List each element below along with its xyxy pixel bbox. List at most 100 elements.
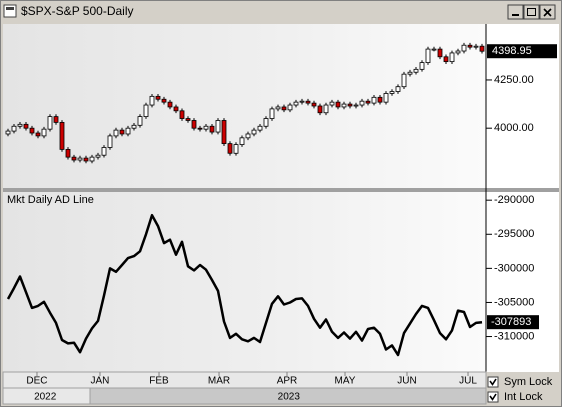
candle-body bbox=[383, 93, 389, 103]
x-tick-label: DEC bbox=[26, 376, 47, 387]
candle-body bbox=[35, 132, 41, 137]
x-tick-label: FEB bbox=[149, 376, 169, 387]
candle-body bbox=[191, 120, 197, 129]
candle-body bbox=[287, 104, 293, 111]
candle-body bbox=[77, 157, 83, 161]
candle-body bbox=[89, 156, 95, 162]
candle-body bbox=[299, 100, 305, 103]
candle-body bbox=[101, 147, 107, 156]
candle-body bbox=[467, 44, 473, 48]
x-tick-label: MAR bbox=[208, 376, 230, 387]
candle-body bbox=[395, 86, 401, 92]
candle-body bbox=[155, 95, 161, 100]
window-title: $SPX-S&P 500-Daily bbox=[21, 4, 134, 18]
candle-body bbox=[29, 127, 35, 134]
candle-body bbox=[5, 130, 11, 135]
candle-body bbox=[83, 157, 89, 162]
candle-body bbox=[377, 96, 383, 103]
window-buttons[interactable] bbox=[507, 4, 556, 20]
candle-body bbox=[11, 125, 17, 132]
candle-body bbox=[275, 106, 281, 110]
candle-body bbox=[425, 48, 431, 63]
x-tick-label: APR bbox=[277, 376, 298, 387]
candle-body bbox=[209, 125, 215, 133]
candle-body bbox=[161, 98, 167, 103]
y-tick-label: -300000 bbox=[494, 262, 534, 274]
window-icon-bar bbox=[6, 7, 14, 10]
y-tick-label: -310000 bbox=[494, 330, 534, 342]
candle-body bbox=[119, 129, 125, 135]
ad-axis bbox=[486, 192, 559, 372]
candle-body bbox=[443, 56, 449, 63]
candle-body bbox=[269, 108, 275, 119]
year-cell bbox=[89, 387, 487, 405]
candle-body bbox=[353, 104, 359, 107]
checkbox[interactable] bbox=[487, 391, 499, 403]
candle-body bbox=[365, 100, 371, 104]
candle-body bbox=[359, 100, 365, 106]
candle-body bbox=[59, 122, 65, 150]
y-tick-label: 4000.00 bbox=[494, 122, 534, 134]
candle-body bbox=[95, 154, 101, 158]
candle-body bbox=[461, 44, 467, 52]
ad-line bbox=[6, 213, 483, 357]
candle-body bbox=[131, 124, 137, 129]
checkbox-label[interactable]: Int Lock bbox=[504, 391, 543, 403]
candle-body bbox=[221, 120, 227, 145]
minimize-button[interactable] bbox=[507, 4, 524, 20]
last-value-box bbox=[487, 44, 557, 59]
candle-body bbox=[449, 52, 455, 63]
candle-body bbox=[53, 116, 59, 123]
candle-body bbox=[479, 45, 485, 52]
last-value-label: -307893 bbox=[491, 316, 531, 328]
panel-title: Mkt Daily AD Line bbox=[7, 194, 94, 206]
candle-body bbox=[107, 135, 113, 148]
candle-body bbox=[245, 133, 251, 139]
candle-body bbox=[215, 120, 221, 133]
candle-body bbox=[239, 137, 245, 145]
checkmark bbox=[489, 378, 497, 386]
candle-body bbox=[371, 96, 377, 104]
last-value-label: 4398.95 bbox=[492, 45, 532, 57]
y-tick-label: 4250.00 bbox=[494, 74, 534, 86]
candle-body bbox=[173, 106, 179, 112]
candle-body bbox=[323, 104, 329, 114]
candle-body bbox=[167, 101, 173, 108]
candle-body bbox=[185, 118, 191, 121]
candle-body bbox=[71, 156, 77, 161]
candle-body bbox=[125, 127, 131, 135]
candle-body bbox=[41, 128, 47, 137]
x-tick-label: JAN bbox=[91, 376, 110, 387]
candle-body bbox=[389, 91, 395, 94]
candle-body bbox=[281, 106, 287, 111]
candle-body bbox=[293, 101, 299, 106]
y-tick-label: -290000 bbox=[494, 194, 534, 206]
candle-body bbox=[65, 149, 71, 158]
maximize-button[interactable] bbox=[523, 4, 540, 20]
x-tick-label: MAY bbox=[335, 376, 356, 387]
year-label: 2023 bbox=[278, 392, 301, 403]
candle-body bbox=[419, 62, 425, 70]
checkbox[interactable] bbox=[487, 376, 499, 388]
y-tick-label: -305000 bbox=[494, 296, 534, 308]
candle-body bbox=[23, 123, 29, 129]
candle-body bbox=[305, 100, 311, 104]
candle-body bbox=[203, 125, 209, 130]
candle-body bbox=[407, 71, 413, 75]
checkmark bbox=[489, 393, 497, 401]
candle-body bbox=[197, 127, 203, 130]
candle-body bbox=[233, 144, 239, 154]
candle-body bbox=[413, 68, 419, 73]
candle-body bbox=[137, 116, 143, 126]
checkbox-label[interactable]: Sym Lock bbox=[504, 376, 553, 388]
year-label: 2022 bbox=[34, 392, 57, 403]
candle-body bbox=[257, 125, 263, 131]
candle-body bbox=[149, 95, 155, 106]
candle-body bbox=[227, 143, 233, 154]
candle-body bbox=[311, 102, 317, 107]
candle-body bbox=[263, 118, 269, 127]
candle-body bbox=[17, 123, 23, 127]
window-icon bbox=[3, 4, 17, 18]
close-icon bbox=[543, 8, 552, 17]
